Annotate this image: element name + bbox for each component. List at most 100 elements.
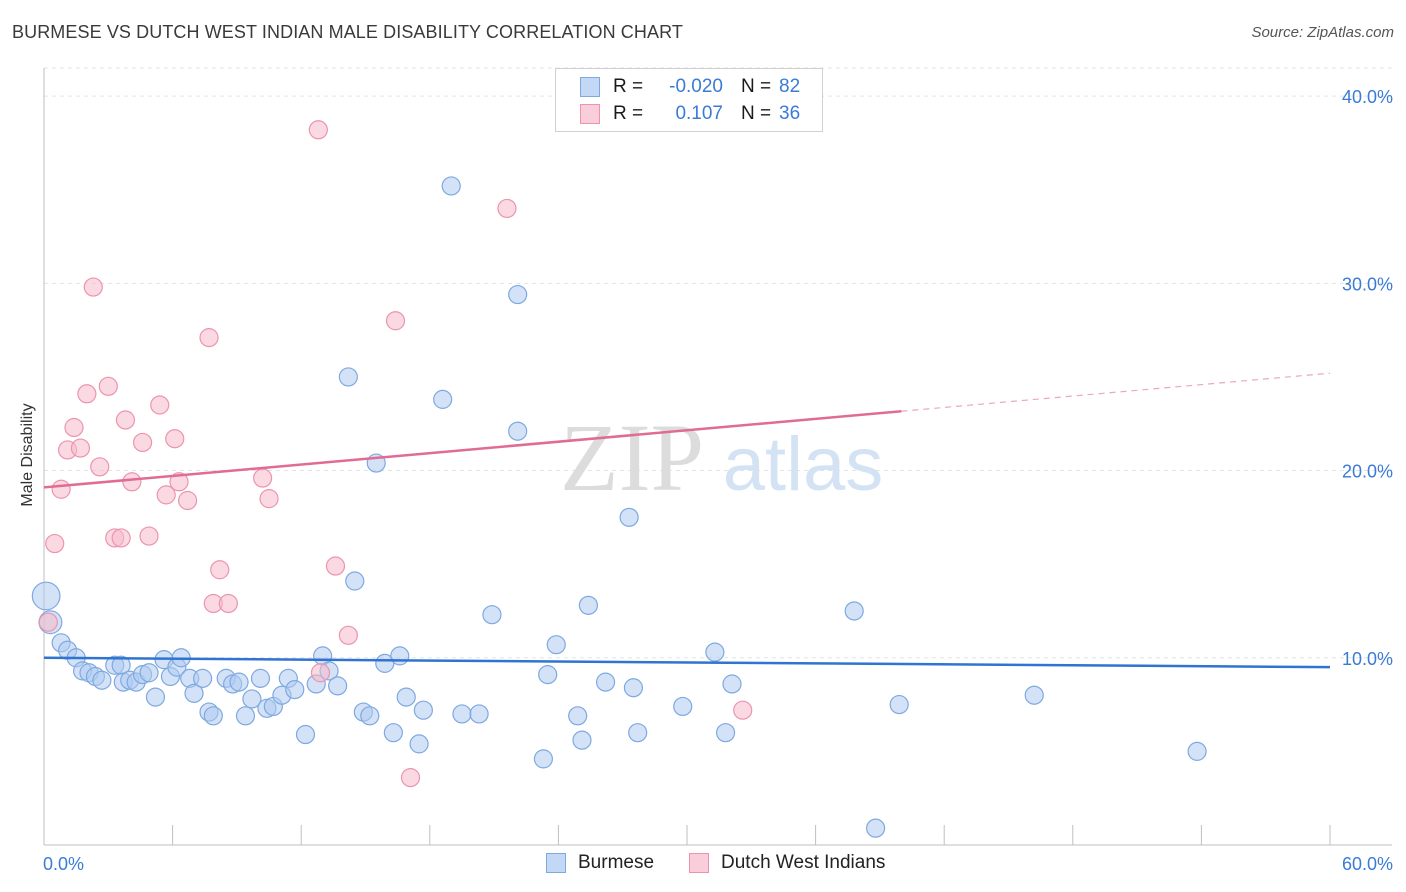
gridlines (44, 67, 1392, 659)
watermark-zip: ZIP (560, 404, 704, 511)
legend-item-dutch[interactable]: Dutch West Indians (689, 852, 885, 874)
burmese-point (235, 706, 256, 726)
dutch-trend-line (43, 410, 902, 489)
burmese-point (295, 724, 316, 745)
dutch-point (83, 277, 103, 297)
burmese-point (866, 818, 886, 838)
burmese-point (844, 601, 864, 621)
burmese-point (546, 635, 566, 655)
burmese-r-value: -0.020 (669, 76, 723, 97)
dutch-swatch (689, 853, 709, 873)
dutch-point (70, 438, 91, 458)
dutch-point (199, 328, 219, 348)
dutch-point (150, 395, 170, 415)
burmese-point (568, 706, 588, 726)
burmese-point (184, 683, 204, 703)
legend-row-dutch: R = 0.107 N = 36 (580, 102, 800, 126)
burmese-point (229, 672, 249, 692)
burmese-point (360, 706, 380, 726)
trend-lines (43, 372, 1331, 669)
dutch-trend-extension (901, 372, 1331, 412)
dutch-point (45, 533, 65, 554)
data-points (31, 86, 1207, 838)
burmese-point (338, 367, 358, 387)
dutch-point (259, 489, 279, 509)
burmese-point (383, 723, 403, 743)
dutch-point (218, 593, 238, 614)
burmese-point (409, 734, 429, 754)
n-label: N = (741, 76, 772, 97)
burmese-point (145, 687, 166, 707)
burmese-point (390, 646, 410, 666)
dutch-point (338, 625, 358, 645)
dutch-point (308, 120, 328, 140)
watermark: ZIP atlas (560, 404, 883, 511)
burmese-point (578, 595, 599, 615)
dutch-r-value: 0.107 (675, 103, 723, 124)
chart-title: BURMESE VS DUTCH WEST INDIAN MALE DISABI… (12, 22, 683, 42)
burmese-point (345, 571, 365, 591)
source-credit: Source: ZipAtlas.com (1251, 24, 1394, 41)
burmese-point (572, 730, 592, 750)
dutch-swatch (580, 104, 600, 124)
burmese-point (250, 668, 271, 688)
burmese-point (193, 668, 213, 688)
burmese-point (285, 679, 305, 700)
r-label: R = (613, 103, 644, 124)
y-tick-label: 10.0% (1342, 649, 1393, 669)
dutch-point (385, 311, 406, 331)
burmese-n-value: 82 (779, 76, 801, 97)
burmese-point (628, 723, 648, 743)
legend-label-burmese: Burmese (578, 852, 655, 873)
x-tick-label-max: 60.0% (1342, 854, 1393, 874)
dutch-point (111, 528, 131, 548)
tick-labels: 10.0% 20.0% 30.0% 40.0% 0.0% 60.0% (43, 87, 1393, 874)
dutch-point (90, 457, 110, 477)
dutch-point (178, 490, 198, 511)
burmese-point (139, 663, 159, 683)
burmese-point (242, 689, 262, 709)
dutch-point (64, 417, 84, 438)
y-tick-label: 30.0% (1342, 274, 1393, 294)
burmese-point (508, 284, 528, 305)
legend-label-dutch: Dutch West Indians (721, 852, 886, 873)
burmese-point (715, 723, 736, 743)
burmese-point (328, 676, 348, 696)
legend-item-burmese[interactable]: Burmese (546, 852, 654, 874)
dutch-point (253, 468, 273, 488)
burmese-point (508, 421, 528, 441)
x-tick-label-min: 0.0% (43, 854, 84, 874)
dutch-point (115, 410, 136, 430)
dutch-point (122, 472, 142, 492)
burmese-point (889, 694, 909, 715)
watermark-atlas: atlas (723, 422, 884, 507)
burmese-point (623, 678, 644, 698)
burmese-point (482, 605, 502, 625)
stats-legend: R = -0.020 N = 82 R = 0.107 N = 36 (555, 68, 823, 132)
dutch-point (165, 429, 185, 449)
series-legend: Burmese Dutch West Indians (0, 852, 1406, 878)
burmese-point (433, 389, 453, 409)
dutch-point (310, 663, 331, 683)
dutch-point (400, 767, 421, 788)
dutch-point (77, 384, 97, 404)
burmese-point (1024, 685, 1044, 705)
burmese-point (722, 674, 742, 694)
dutch-point (132, 432, 153, 453)
burmese-point (619, 507, 639, 527)
legend-row-burmese: R = -0.020 N = 82 (580, 75, 800, 99)
burmese-point (31, 581, 61, 611)
burmese-point (396, 687, 416, 707)
dutch-point (51, 479, 71, 499)
dutch-point (210, 560, 230, 580)
dutch-point (733, 700, 753, 720)
n-label: N = (741, 103, 772, 124)
burmese-point (203, 706, 223, 726)
burmese-point (705, 642, 725, 662)
burmese-point (469, 704, 489, 724)
dutch-point (98, 376, 118, 396)
y-tick-label: 20.0% (1342, 462, 1393, 482)
burmese-point (441, 176, 461, 196)
r-label: R = (613, 76, 644, 97)
